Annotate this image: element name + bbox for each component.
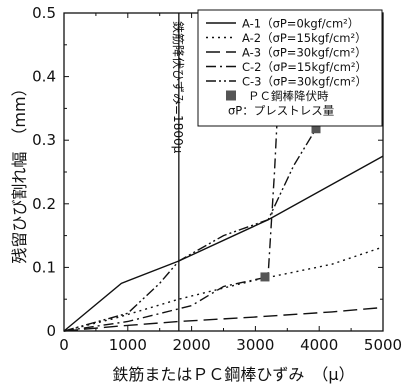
legend-label-a-2: A-2（σP=15kgf/cm²） xyxy=(242,31,367,45)
y-axis-title: 残留ひび割れ幅 （mm） xyxy=(10,80,29,263)
legend-label-c-3: C-3（σP=30kgf/cm²） xyxy=(242,75,367,89)
x-axis-title: 鉄筋またはＰＣ鋼棒ひずみ （μ） xyxy=(112,365,354,384)
rebar-yield-label: 鉄筋降伏ひずみ=1800μ xyxy=(171,21,186,154)
y-tick-label: 0.4 xyxy=(32,68,56,86)
marker-layer xyxy=(260,124,321,282)
x-tick-label: 0 xyxy=(59,336,69,354)
y-tick-label: 0.1 xyxy=(32,258,56,276)
axis-labels: 鉄筋またはＰＣ鋼棒ひずみ （μ） 残留ひび割れ幅 （mm） xyxy=(10,80,355,384)
yield-marker-point xyxy=(311,124,321,134)
legend-swatch-marker xyxy=(226,90,236,101)
y-tick-label: 0.5 xyxy=(32,4,56,22)
series-line-a-2 xyxy=(63,246,384,332)
series-line-a-3 xyxy=(63,306,384,332)
y-tick-label: 0.2 xyxy=(32,195,56,213)
x-tick-label: 3000 xyxy=(236,336,274,354)
x-tick-label: 1000 xyxy=(109,336,147,354)
x-tick-label: 4000 xyxy=(300,336,338,354)
legend-note: σP：プレストレス量 xyxy=(228,104,334,118)
legend-label-marker: ＰＣ鋼棒降伏時 xyxy=(248,89,329,103)
series-line-c-3 xyxy=(63,128,317,332)
yield-marker-point xyxy=(260,272,270,282)
x-tick-label: 2000 xyxy=(173,336,211,354)
x-tick-label: 5000 xyxy=(364,336,402,354)
vertical-line-layer: 鉄筋降伏ひずみ=1800μ xyxy=(171,13,186,331)
axes: 0 1000 2000 3000 4000 5000 0 0.1 0.2 0.3 0.4 0.5 xyxy=(32,4,402,354)
y-tick-label: 0 xyxy=(46,322,56,340)
legend-box xyxy=(197,9,383,127)
legend-label-c-2: C-2（σP=15kgf/cm²） xyxy=(242,60,367,74)
series-line-a-1 xyxy=(63,155,384,332)
legend-label-a-1: A-1（σP=0kgf/cm²） xyxy=(242,17,359,31)
y-tick-label: 0.3 xyxy=(32,131,56,149)
legend-label-a-3: A-3（σP=30kgf/cm²） xyxy=(242,46,367,60)
legend: A-1（σP=0kgf/cm²）A-2（σP=15kgf/cm²）A-3（σP=… xyxy=(197,9,383,127)
